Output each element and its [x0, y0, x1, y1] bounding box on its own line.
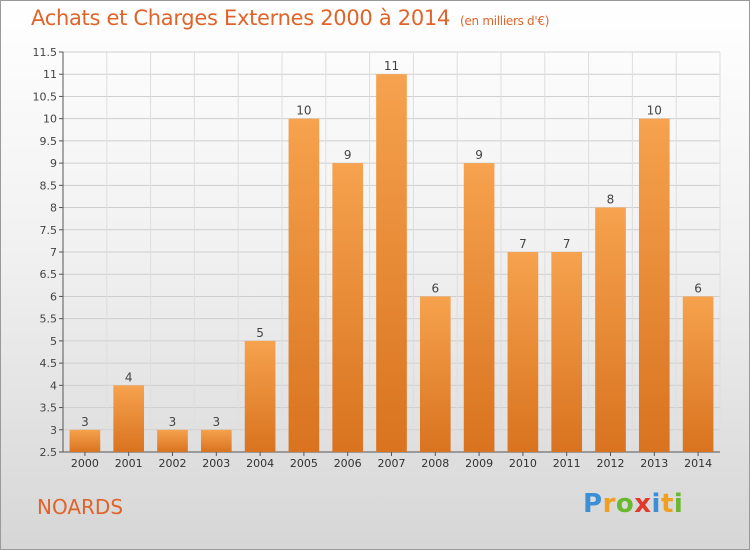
data-label: 3: [212, 415, 220, 429]
data-label: 3: [169, 415, 177, 429]
data-label: 7: [519, 237, 527, 251]
bar-2012: [595, 207, 626, 452]
y-tick-label: 3: [50, 424, 57, 437]
x-tick-label: 2001: [115, 457, 143, 470]
y-tick-label: 11.5: [33, 46, 58, 59]
x-tick-label: 2008: [421, 457, 449, 470]
bar-2007: [376, 74, 407, 452]
bar-2002: [157, 429, 188, 452]
x-tick-label: 2000: [71, 457, 99, 470]
y-tick-label: 8.5: [40, 179, 58, 192]
bar-2009: [463, 163, 495, 452]
data-label: 5: [256, 326, 264, 340]
data-label: 8: [607, 193, 615, 207]
y-tick-label: 9: [50, 157, 57, 170]
y-tick-label: 9.5: [40, 135, 58, 148]
x-tick-label: 2002: [159, 457, 187, 470]
x-tick-label: 2014: [684, 457, 712, 470]
logo-letter: i: [651, 489, 661, 519]
x-tick-label: 2012: [597, 457, 625, 470]
bar-2011: [551, 252, 583, 452]
y-tick-label: 11: [43, 68, 57, 81]
data-labels: 3 4 3 3 5 10 9 11 6 9 7 7 8 10 6: [81, 59, 702, 429]
x-tick-label: 2004: [246, 457, 274, 470]
x-tick-label: 2013: [640, 457, 668, 470]
commune-name: NOARDS: [37, 495, 124, 519]
logo-letter: i: [673, 489, 684, 519]
x-tick-label: 2010: [509, 457, 537, 470]
bar-2005: [288, 118, 320, 453]
bar-2013: [638, 118, 670, 453]
data-label: 10: [647, 104, 662, 118]
bar-2014: [682, 296, 714, 452]
x-tick-label: 2007: [378, 457, 406, 470]
title-text: Achats et Charges Externes 2000 à 2014: [31, 6, 451, 30]
y-tick-label: 7.5: [40, 224, 58, 237]
bar-2008: [419, 296, 451, 452]
chart-subtitle: (en milliers d'€): [460, 14, 550, 28]
y-tick-label: 2.5: [40, 446, 58, 459]
y-tick-label: 7: [50, 246, 57, 259]
data-label: 10: [296, 104, 311, 118]
y-tick-label: 8: [50, 202, 57, 215]
y-tick-label: 5.5: [40, 313, 58, 326]
y-tick-label: 5: [50, 335, 57, 348]
y-tick-label: 4: [50, 379, 57, 392]
bar-2010: [507, 252, 539, 452]
data-label: 9: [475, 148, 483, 162]
data-label: 11: [384, 59, 399, 73]
bar-2000: [69, 429, 101, 452]
x-tick-label: 2009: [465, 457, 493, 470]
y-tick-label: 3.5: [40, 402, 58, 415]
logo-letter: x: [634, 489, 652, 519]
y-tick-label: 4.5: [40, 357, 58, 370]
chart-title: Achats et Charges Externes 2000 à 2014 (e…: [31, 6, 549, 30]
y-tick-label: 10.5: [33, 90, 58, 103]
y-tick-label: 10: [43, 113, 57, 126]
data-label: 7: [563, 237, 571, 251]
logo-letter: r: [602, 489, 616, 519]
data-label: 9: [344, 148, 352, 162]
logo-letter: P: [583, 489, 603, 519]
proxiti-logo[interactable]: Proxiti: [583, 489, 683, 519]
x-tick-label: 2003: [202, 457, 230, 470]
bar-2004: [244, 340, 276, 452]
bar-2001: [113, 385, 145, 452]
bars: [69, 74, 714, 453]
logo-letter: o: [615, 489, 635, 519]
y-tick-label: 6: [50, 290, 57, 303]
x-tick-label: 2006: [334, 457, 362, 470]
data-label: 3: [81, 415, 89, 429]
logo-letter: t: [660, 489, 674, 519]
axes: 2.5 3 3.5 4 4.5 5 5.5 6 6.5 7 7.5 8 8.5 9 9.5 10 10.5 11 1…: [33, 46, 720, 470]
data-label: 6: [694, 281, 702, 295]
data-label: 4: [125, 370, 133, 384]
bar-2006: [332, 163, 364, 452]
bar-2003: [200, 429, 232, 452]
x-tick-label: 2005: [290, 457, 318, 470]
x-tick-label: 2011: [553, 457, 581, 470]
data-label: 6: [431, 281, 439, 295]
y-tick-label: 6.5: [40, 268, 58, 281]
